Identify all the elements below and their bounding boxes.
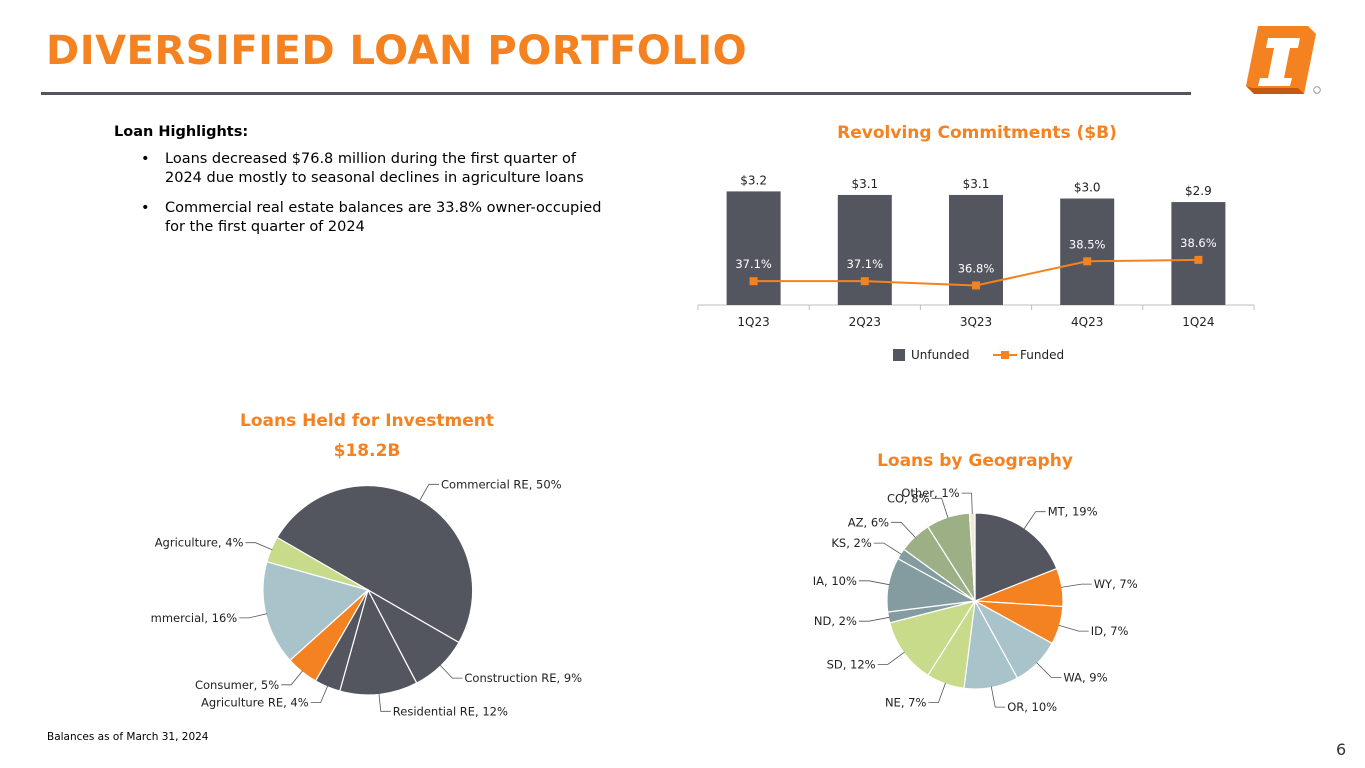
x-tick-label: 3Q23: [960, 315, 992, 329]
leader-line: [419, 483, 439, 501]
funded-point: [749, 277, 758, 286]
bullet-icon: •: [141, 200, 150, 216]
bar-value-label: $3.1: [963, 177, 990, 191]
leader-line: [1058, 624, 1089, 632]
logo-shadow: [1246, 86, 1304, 94]
funded-value-label: 37.1%: [847, 257, 884, 271]
bar-unfunded: [726, 191, 781, 305]
leader-line: [928, 682, 946, 704]
leader-line: [439, 664, 463, 679]
footnote: Balances as of March 31, 2024: [47, 731, 209, 743]
leader-line: [877, 651, 905, 665]
loans-held-chart: Loans Held for Investment $18.2B Commerc…: [150, 411, 582, 718]
revolving-commitments-chart: Revolving Commitments ($B) $3.2 1Q23 $3.1 2…: [697, 123, 1255, 362]
leader-line: [990, 686, 1006, 708]
slice-label: KS, 2%: [831, 536, 871, 550]
funded-point: [972, 281, 980, 290]
leader-line: [858, 616, 890, 622]
slice-label: Consumer, 5%: [195, 678, 279, 692]
legend-label: Unfunded: [911, 348, 969, 362]
bar-value-label: $3.2: [740, 173, 767, 187]
legend-marker-funded: [1001, 351, 1009, 359]
x-tick-label: 1Q24: [1182, 315, 1214, 329]
funded-value-label: 37.1%: [735, 257, 772, 271]
slice-label: Commercial, 16%: [150, 611, 237, 625]
bar-value-label: $3.1: [851, 177, 878, 191]
legend-label: Funded: [1020, 348, 1064, 362]
chart-title: Loans Held for Investment: [240, 411, 494, 431]
slice-label: OR, 10%: [1007, 700, 1057, 714]
bar-unfunded: [1171, 202, 1226, 305]
leader-line: [858, 580, 890, 586]
leader-line: [1036, 662, 1062, 678]
funded-point: [1083, 257, 1092, 266]
leader-line: [931, 497, 949, 519]
x-tick-label: 4Q23: [1071, 315, 1103, 329]
bar-value-label: $2.9: [1185, 184, 1212, 198]
slice-label: ID, 7%: [1091, 624, 1129, 638]
loans-by-geography-chart: Loans by Geography MT, 19% WY, 7% ID, 7% WA…: [813, 451, 1138, 714]
funded-value-label: 38.6%: [1180, 236, 1217, 250]
chart-subtitle: $18.2B: [334, 441, 401, 461]
funded-value-label: 36.8%: [958, 261, 995, 275]
x-tick-label: 1Q23: [737, 315, 769, 329]
leader-line: [245, 542, 273, 551]
bar-unfunded: [1060, 198, 1115, 305]
slice-label: NE, 7%: [885, 696, 926, 710]
slice-label: Agriculture RE, 4%: [201, 696, 309, 710]
chart-title: Revolving Commitments ($B): [837, 123, 1117, 143]
registered-mark: [1313, 86, 1321, 94]
loan-highlights: Loan Highlights: • Loans decreased $76.8 …: [114, 124, 614, 248]
logo-letter: [1258, 38, 1300, 86]
leader-line: [239, 613, 267, 619]
x-tick-label: 2Q23: [849, 315, 881, 329]
funded-point: [860, 277, 869, 286]
leader-line: [961, 492, 973, 514]
highlight-text: Commercial real estate balances are 33.8…: [165, 200, 602, 235]
leader-line: [1023, 511, 1046, 530]
leader-line: [873, 542, 902, 555]
bar-unfunded: [837, 194, 892, 305]
slice-label: AZ, 6%: [848, 515, 889, 529]
leader-line: [310, 685, 329, 703]
highlight-item: • Commercial real estate balances are 33.…: [114, 199, 614, 237]
bar-value-label: $3.0: [1074, 181, 1101, 195]
chart-title: Loans by Geography: [877, 451, 1073, 471]
slice-label: CO, 8%: [887, 491, 930, 505]
slice-label: ND, 2%: [814, 614, 857, 628]
slice-label: MT, 19%: [1048, 505, 1098, 519]
legend-swatch-unfunded: [893, 349, 905, 361]
leader-line: [378, 693, 391, 712]
highlight-item: • Loans decreased $76.8 million during th…: [114, 150, 614, 188]
slice-label: WY, 7%: [1094, 577, 1138, 591]
leader-line: [1060, 583, 1092, 588]
leader-line: [891, 521, 916, 538]
funded-value-label: 38.5%: [1069, 237, 1106, 251]
slice-label: WA, 9%: [1063, 670, 1107, 684]
slice-label: Construction RE, 9%: [464, 671, 582, 685]
highlight-text: Loans decreased $76.8 million during the…: [165, 151, 584, 186]
highlights-heading: Loan Highlights:: [114, 124, 249, 140]
title-divider: [41, 92, 1191, 95]
slice-label: SD, 12%: [827, 658, 876, 672]
slice-label: Residential RE, 12%: [393, 704, 508, 718]
slice-label: Commercial RE, 50%: [441, 477, 562, 491]
slice-label: Other, 1%: [901, 486, 959, 500]
bullet-icon: •: [141, 151, 150, 167]
brand-logo: [1246, 26, 1321, 94]
leader-line: [281, 670, 303, 686]
page-title: DIVERSIFIED LOAN PORTFOLIO: [46, 28, 748, 74]
highlights-list: • Loans decreased $76.8 million during th…: [114, 150, 614, 237]
page-number: 6: [1336, 740, 1347, 759]
funded-point: [1194, 255, 1203, 264]
slice-label: IA, 10%: [813, 574, 857, 588]
slice-label: Agriculture, 4%: [155, 536, 244, 550]
